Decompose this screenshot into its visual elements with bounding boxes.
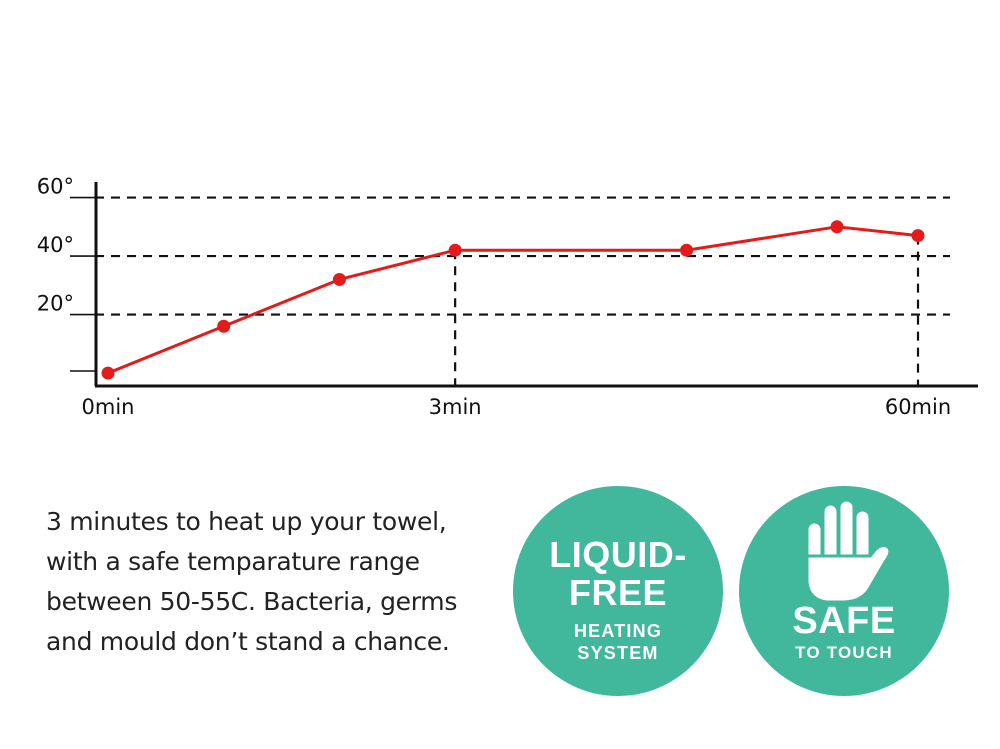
x-tick-label: 0min	[82, 395, 135, 419]
description-line: and mould don’t stand a chance.	[46, 627, 450, 656]
data-point	[911, 229, 925, 243]
x-tick-label: 60min	[885, 395, 951, 419]
series-line	[107, 225, 919, 375]
data-point	[680, 243, 694, 257]
y-tick-label: 40°	[37, 233, 74, 257]
y-tick-label: 20°	[37, 292, 74, 316]
series-layer	[101, 220, 925, 380]
tick-labels: 20° 40° 60° 0min 3min 60min	[37, 175, 951, 419]
badge-title-line: SAFE	[792, 600, 896, 642]
x-tick-label: 3min	[429, 395, 482, 419]
description-line: with a safe temparature range	[46, 547, 420, 576]
badge-subtitle-line: SYSTEM	[577, 643, 659, 663]
description-text: 3 minutes to heat up your towel, with a …	[46, 502, 496, 662]
badge-title-line: FREE	[568, 572, 667, 613]
description-line: 3 minutes to heat up your towel,	[46, 507, 447, 536]
data-point	[332, 272, 346, 286]
liquid-free-badge: LIQUID- FREE HEATING SYSTEM	[513, 486, 723, 696]
data-point	[101, 366, 115, 380]
safe-to-touch-badge: SAFE TO TOUCH	[739, 486, 949, 696]
grid-lines	[95, 196, 950, 386]
description-line: between 50-55C. Bacteria, germs	[46, 587, 458, 616]
y-tick-label: 60°	[37, 175, 74, 199]
data-point	[448, 243, 462, 257]
badge-title-line: LIQUID-	[549, 534, 687, 575]
data-point	[217, 319, 231, 333]
hand-icon	[805, 500, 892, 604]
badge-subtitle-line: TO TOUCH	[795, 643, 893, 662]
badge-subtitle-line: HEATING	[573, 621, 663, 641]
data-point	[830, 220, 844, 234]
axes	[70, 182, 978, 388]
temperature-chart: 20° 40° 60° 0min 3min 60min	[37, 175, 978, 419]
